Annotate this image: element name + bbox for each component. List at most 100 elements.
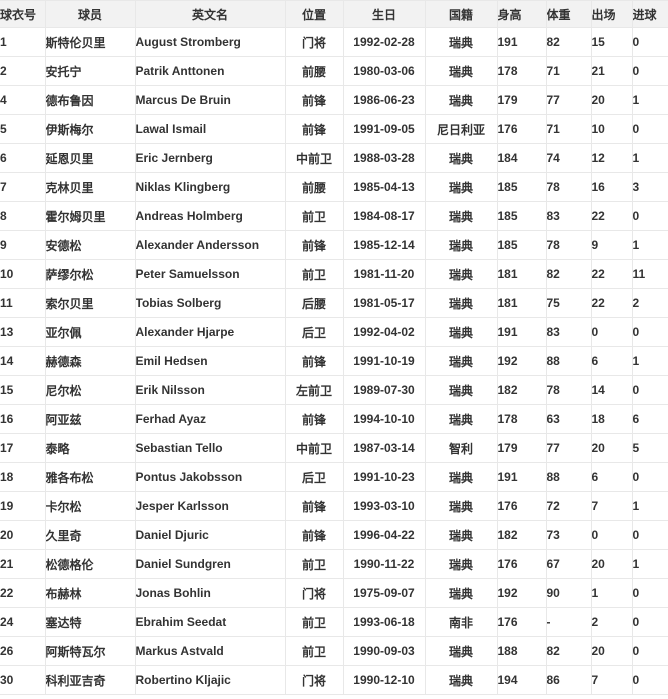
cell-english_name: August Stromberg <box>134 27 286 57</box>
cell-appearances: 2 <box>590 607 633 637</box>
cell-weight: 83 <box>545 201 592 231</box>
table-row: 14 赫德森 Emil Hedsen 前锋 1991-10-19 瑞典 192 88 6 1 <box>0 346 668 376</box>
cell-appearances: 6 <box>590 346 633 376</box>
cell-position: 后腰 <box>284 288 344 318</box>
cell-weight: 78 <box>545 172 592 202</box>
cell-english_name: Peter Samuelsson <box>134 259 286 289</box>
cell-birthday: 1990-09-03 <box>342 636 426 666</box>
roster-table-body: 1 斯特伦贝里 August Stromberg 门将 1992-02-28 瑞典 191 8… <box>0 27 668 695</box>
cell-height: 181 <box>496 288 547 318</box>
cell-goals: 0 <box>631 636 668 666</box>
cell-english_name: Daniel Djuric <box>134 520 286 550</box>
cell-nationality: 瑞典 <box>424 259 498 289</box>
cell-appearances: 20 <box>590 85 633 115</box>
table-row: 17 泰略 Sebastian Tello 中前卫 1987-03-14 智利 179 77 2… <box>0 433 668 463</box>
cell-weight: 88 <box>545 346 592 376</box>
cell-height: 181 <box>496 259 547 289</box>
cell-appearances: 1 <box>590 578 633 608</box>
column-header-jersey_number: 球衣号 <box>0 0 46 28</box>
cell-goals: 0 <box>631 56 668 86</box>
cell-english_name: Marcus De Bruin <box>134 85 286 115</box>
cell-height: 176 <box>496 607 547 637</box>
cell-weight: 82 <box>545 636 592 666</box>
cell-appearances: 15 <box>590 27 633 57</box>
cell-english_name: Niklas Klingberg <box>134 172 286 202</box>
cell-position: 前锋 <box>284 404 344 434</box>
cell-position: 门将 <box>284 665 344 695</box>
cell-goals: 0 <box>631 520 668 550</box>
cell-birthday: 1988-03-28 <box>342 143 426 173</box>
table-row: 21 松德格伦 Daniel Sundgren 前卫 1990-11-22 瑞典 176 67… <box>0 549 668 579</box>
cell-birthday: 1986-06-23 <box>342 85 426 115</box>
cell-english_name: Ebrahim Seedat <box>134 607 286 637</box>
cell-height: 188 <box>496 636 547 666</box>
cell-appearances: 22 <box>590 259 633 289</box>
cell-player_name: 延恩贝里 <box>44 143 136 173</box>
cell-birthday: 1993-03-10 <box>342 491 426 521</box>
table-row: 26 阿斯特瓦尔 Markus Astvald 前卫 1990-09-03 瑞典 188 82… <box>0 636 668 666</box>
cell-jersey_number: 13 <box>0 317 46 347</box>
cell-position: 前锋 <box>284 491 344 521</box>
cell-english_name: Jesper Karlsson <box>134 491 286 521</box>
cell-player_name: 尼尔松 <box>44 375 136 405</box>
cell-player_name: 阿斯特瓦尔 <box>44 636 136 666</box>
cell-height: 176 <box>496 114 547 144</box>
cell-nationality: 瑞典 <box>424 549 498 579</box>
cell-jersey_number: 9 <box>0 230 46 260</box>
cell-nationality: 瑞典 <box>424 578 498 608</box>
cell-goals: 0 <box>631 665 668 695</box>
cell-appearances: 18 <box>590 404 633 434</box>
cell-appearances: 12 <box>590 143 633 173</box>
cell-nationality: 瑞典 <box>424 85 498 115</box>
cell-english_name: Emil Hedsen <box>134 346 286 376</box>
cell-weight: 83 <box>545 317 592 347</box>
cell-appearances: 0 <box>590 520 633 550</box>
cell-appearances: 20 <box>590 433 633 463</box>
table-row: 4 德布鲁因 Marcus De Bruin 前锋 1986-06-23 瑞典 179 77 2… <box>0 85 668 115</box>
cell-goals: 6 <box>631 404 668 434</box>
cell-height: 182 <box>496 520 547 550</box>
cell-weight: 71 <box>545 114 592 144</box>
cell-player_name: 安托宁 <box>44 56 136 86</box>
cell-english_name: Patrik Anttonen <box>134 56 286 86</box>
column-header-appearances: 出场 <box>590 0 633 28</box>
cell-birthday: 1991-10-23 <box>342 462 426 492</box>
cell-weight: - <box>545 607 592 637</box>
cell-player_name: 霍尔姆贝里 <box>44 201 136 231</box>
cell-appearances: 21 <box>590 56 633 86</box>
cell-birthday: 1987-03-14 <box>342 433 426 463</box>
table-row: 13 亚尔佩 Alexander Hjarpe 后卫 1992-04-02 瑞典 191 83… <box>0 317 668 347</box>
cell-birthday: 1980-03-06 <box>342 56 426 86</box>
cell-nationality: 瑞典 <box>424 404 498 434</box>
cell-nationality: 瑞典 <box>424 665 498 695</box>
cell-goals: 0 <box>631 317 668 347</box>
cell-birthday: 1993-06-18 <box>342 607 426 637</box>
table-row: 19 卡尔松 Jesper Karlsson 前锋 1993-03-10 瑞典 176 72 7… <box>0 491 668 521</box>
cell-weight: 88 <box>545 462 592 492</box>
table-row: 6 延恩贝里 Eric Jernberg 中前卫 1988-03-28 瑞典 184 74 12… <box>0 143 668 173</box>
cell-goals: 1 <box>631 85 668 115</box>
cell-nationality: 瑞典 <box>424 288 498 318</box>
cell-birthday: 1990-12-10 <box>342 665 426 695</box>
cell-jersey_number: 30 <box>0 665 46 695</box>
cell-appearances: 14 <box>590 375 633 405</box>
cell-height: 191 <box>496 27 547 57</box>
cell-appearances: 22 <box>590 288 633 318</box>
cell-weight: 73 <box>545 520 592 550</box>
column-header-nationality: 国籍 <box>424 0 498 28</box>
cell-weight: 82 <box>545 259 592 289</box>
cell-position: 前腰 <box>284 172 344 202</box>
cell-goals: 0 <box>631 462 668 492</box>
cell-height: 184 <box>496 143 547 173</box>
cell-position: 前锋 <box>284 85 344 115</box>
cell-appearances: 16 <box>590 172 633 202</box>
cell-birthday: 1981-11-20 <box>342 259 426 289</box>
cell-jersey_number: 11 <box>0 288 46 318</box>
cell-height: 192 <box>496 578 547 608</box>
cell-height: 192 <box>496 346 547 376</box>
cell-height: 178 <box>496 404 547 434</box>
cell-appearances: 22 <box>590 201 633 231</box>
cell-jersey_number: 22 <box>0 578 46 608</box>
cell-jersey_number: 24 <box>0 607 46 637</box>
cell-goals: 3 <box>631 172 668 202</box>
